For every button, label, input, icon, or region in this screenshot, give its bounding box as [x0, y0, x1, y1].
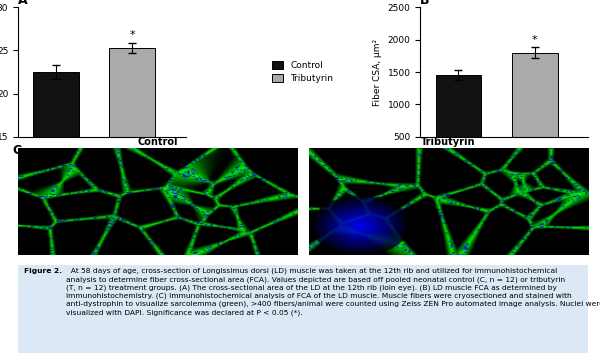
Text: *: *: [130, 30, 135, 40]
Legend: Control, Tributyrin: Control, Tributyrin: [272, 60, 334, 84]
Text: At 58 days of age, cross-section of Longissimus dorsi (LD) muscle was taken at t: At 58 days of age, cross-section of Long…: [67, 268, 600, 316]
Text: B: B: [421, 0, 430, 7]
Title: Tributyrin: Tributyrin: [421, 137, 476, 147]
Y-axis label: Fiber CSA, μm²: Fiber CSA, μm²: [373, 39, 382, 105]
Bar: [436, 75, 481, 169]
Text: *: *: [532, 35, 538, 45]
Text: Figure 2.: Figure 2.: [24, 268, 62, 274]
Bar: [109, 48, 155, 266]
Text: C: C: [12, 144, 21, 157]
Text: A: A: [18, 0, 28, 7]
Bar: [33, 72, 79, 266]
Bar: [512, 53, 557, 169]
Title: Control: Control: [137, 137, 178, 147]
